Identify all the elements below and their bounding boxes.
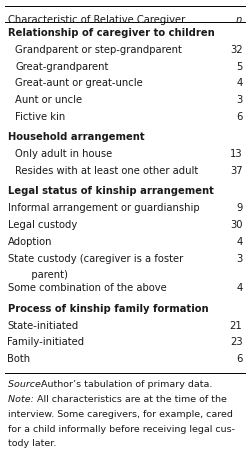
Text: 5: 5 (236, 62, 242, 71)
Text: Grandparent or step-grandparent: Grandparent or step-grandparent (15, 45, 182, 55)
Text: Great-aunt or great-uncle: Great-aunt or great-uncle (15, 78, 143, 88)
Text: 4: 4 (236, 78, 242, 88)
Text: Adoption: Adoption (8, 237, 52, 247)
Text: Source:: Source: (8, 380, 46, 389)
Text: 23: 23 (230, 337, 242, 347)
Text: Family-initiated: Family-initiated (8, 337, 85, 347)
Text: 6: 6 (236, 354, 242, 364)
Text: Fictive kin: Fictive kin (15, 112, 65, 122)
Text: Legal custody: Legal custody (8, 220, 77, 230)
Text: Informal arrangement or guardianship: Informal arrangement or guardianship (8, 203, 199, 213)
Text: Author’s tabulation of primary data.: Author’s tabulation of primary data. (41, 380, 212, 389)
Text: 13: 13 (230, 149, 242, 159)
Text: Characteristic of Relative Caregiver: Characteristic of Relative Caregiver (8, 15, 185, 25)
Text: Note:: Note: (8, 395, 36, 404)
Text: Relationship of caregiver to children: Relationship of caregiver to children (8, 28, 214, 38)
Text: interview. Some caregivers, for example, cared: interview. Some caregivers, for example,… (8, 410, 232, 418)
Text: Only adult in house: Only adult in house (15, 149, 112, 159)
Text: 3: 3 (236, 254, 242, 263)
Text: 21: 21 (230, 321, 242, 330)
Text: Both: Both (8, 354, 30, 364)
Text: n: n (236, 15, 242, 25)
Text: parent): parent) (22, 270, 68, 280)
Text: Great-grandparent: Great-grandparent (15, 62, 108, 71)
Text: 3: 3 (236, 95, 242, 105)
Text: 6: 6 (236, 112, 242, 122)
Text: Resides with at least one other adult: Resides with at least one other adult (15, 166, 198, 176)
Text: Aunt or uncle: Aunt or uncle (15, 95, 82, 105)
Text: 30: 30 (230, 220, 242, 230)
Text: Some combination of the above: Some combination of the above (8, 283, 166, 293)
Text: State-initiated: State-initiated (8, 321, 79, 330)
Text: Household arrangement: Household arrangement (8, 132, 144, 142)
Text: Legal status of kinship arrangement: Legal status of kinship arrangement (8, 186, 214, 196)
Text: 37: 37 (230, 166, 242, 176)
Text: tody later.: tody later. (8, 439, 56, 448)
Text: Process of kinship family formation: Process of kinship family formation (8, 304, 208, 314)
Text: 9: 9 (236, 203, 242, 213)
Text: All characteristics are at the time of the: All characteristics are at the time of t… (34, 395, 227, 404)
Text: 4: 4 (236, 283, 242, 293)
Text: 4: 4 (236, 237, 242, 247)
Text: 32: 32 (230, 45, 242, 55)
Text: State custody (caregiver is a foster: State custody (caregiver is a foster (8, 254, 183, 263)
Text: for a child informally before receiving legal cus-: for a child informally before receiving … (8, 425, 234, 433)
